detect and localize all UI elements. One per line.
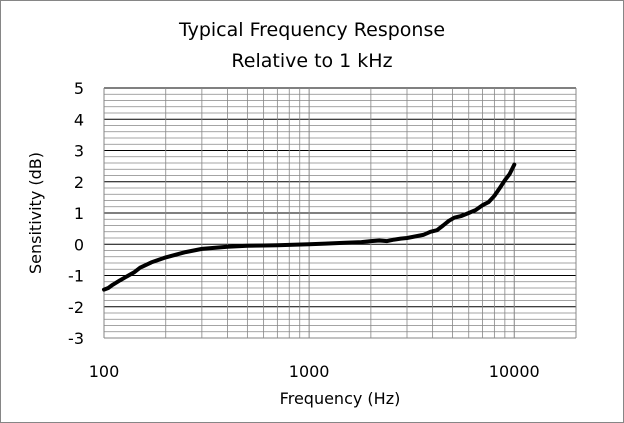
- x-tick-label: 10000: [489, 362, 540, 381]
- x-tick-label: 100: [89, 362, 120, 381]
- y-tick-label: -2: [68, 298, 84, 317]
- chart-title: Typical Frequency Response Relative to 1 …: [178, 19, 445, 72]
- series-line: [102, 162, 517, 292]
- x-tick-label: 1000: [289, 362, 330, 381]
- y-tick-label: 4: [74, 110, 84, 129]
- x-axis-tick-labels: 100 1000 10000: [89, 362, 540, 381]
- y-tick-label: 0: [74, 235, 84, 254]
- y-tick-label: 2: [74, 173, 84, 192]
- chart-title-line: Typical Frequency Response: [178, 19, 445, 41]
- chart-title-line: Relative to 1 kHz: [231, 50, 392, 72]
- y-axis-tick-labels: -3 -2 -1 0 1 2 3 4 5: [68, 79, 84, 348]
- y-tick-label: -1: [68, 267, 84, 286]
- series: [102, 162, 517, 292]
- y-tick-label: 3: [74, 142, 84, 161]
- x-axis-label: Frequency (Hz): [280, 389, 401, 408]
- y-tick-label: 5: [74, 79, 84, 98]
- y-tick-label: -3: [68, 329, 84, 348]
- y-axis-label: Sensitivity (dB): [26, 152, 45, 274]
- y-tick-label: 1: [74, 204, 84, 223]
- gridlines: [103, 87, 577, 339]
